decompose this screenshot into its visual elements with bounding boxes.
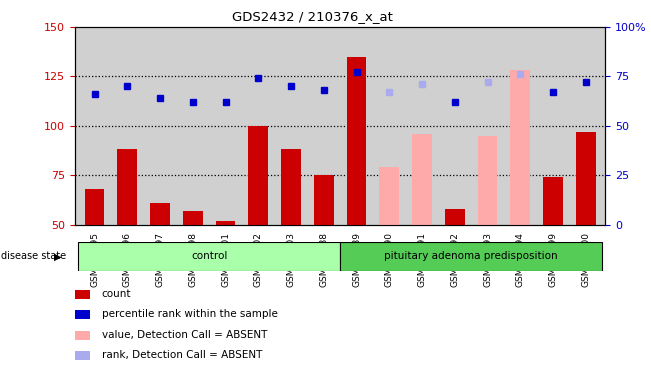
Bar [412, 134, 432, 225]
Text: rank, Detection Call = ABSENT: rank, Detection Call = ABSENT [102, 350, 262, 360]
Text: pituitary adenoma predisposition: pituitary adenoma predisposition [384, 251, 558, 262]
Bar [510, 70, 530, 225]
Text: count: count [102, 289, 132, 299]
Text: control: control [191, 251, 227, 262]
Text: value, Detection Call = ABSENT: value, Detection Call = ABSENT [102, 329, 267, 339]
Bar [183, 211, 202, 225]
Bar [576, 132, 596, 225]
Bar [78, 242, 340, 271]
Bar [543, 177, 563, 225]
Bar [75, 351, 90, 360]
Text: ▶: ▶ [54, 251, 62, 262]
Bar [347, 56, 367, 225]
Bar [85, 189, 104, 225]
Bar [478, 136, 497, 225]
Bar [75, 331, 90, 340]
Bar [281, 149, 301, 225]
Text: percentile rank within the sample: percentile rank within the sample [102, 309, 277, 319]
Text: disease state: disease state [1, 251, 66, 262]
Bar [150, 203, 170, 225]
Bar [314, 175, 333, 225]
Bar [117, 149, 137, 225]
Bar [249, 126, 268, 225]
Bar [380, 167, 399, 225]
Bar [445, 209, 465, 225]
Bar [340, 242, 602, 271]
Text: GDS2432 / 210376_x_at: GDS2432 / 210376_x_at [232, 10, 393, 23]
Bar [215, 221, 236, 225]
Bar [75, 310, 90, 319]
Bar [75, 290, 90, 299]
